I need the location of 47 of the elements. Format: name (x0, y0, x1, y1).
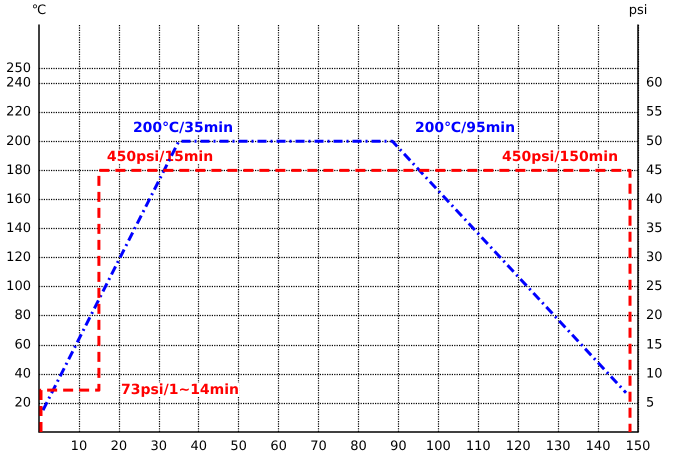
annotation: 73psi/1~14min (120, 382, 240, 398)
x-tick-label: 20 (110, 439, 128, 454)
y2-tick-label: 50 (646, 134, 663, 149)
x-tick-label: 120 (506, 439, 531, 454)
annotation: 200℃/95min (414, 120, 516, 136)
y2-tick-label: 40 (646, 192, 663, 207)
x-tick-label: 90 (390, 439, 407, 454)
y2-tick-label: 35 (646, 221, 663, 236)
x-tick-label: 30 (150, 439, 168, 454)
y2-tick-label: 60 (646, 76, 663, 91)
y-tick-label: 100 (6, 279, 31, 294)
y-tick-label: 200 (6, 134, 31, 149)
x-tick-label: 130 (546, 439, 571, 454)
y-axis-title: ℃ (32, 3, 46, 18)
y2-axis-title: psi (628, 3, 648, 18)
y2-tick-label: 10 (646, 366, 663, 382)
annotation: 200℃/35min (132, 120, 234, 136)
x-tick-label: 70 (310, 439, 327, 454)
y2-tick-label: 5 (646, 395, 654, 410)
y-tick-label: 20 (14, 395, 31, 410)
x-tick-label: 80 (350, 439, 367, 454)
y-tick-label: 240 (6, 76, 31, 91)
x-tick-label: 50 (230, 439, 247, 454)
y2-tick-label: 55 (646, 104, 663, 120)
annotation: 450psi/150min (502, 149, 618, 165)
y-tick-label: 220 (6, 104, 31, 120)
annotation: 450psi/15min (106, 149, 214, 165)
y-tick-label: 60 (14, 337, 31, 352)
y-tick-label: 120 (6, 250, 31, 266)
y2-tick-label: 15 (646, 337, 663, 352)
y-tick-label: 180 (6, 162, 31, 178)
y-tick-label: 160 (6, 192, 31, 207)
x-tick-label: 40 (190, 439, 208, 454)
x-tick-label: 100 (426, 439, 451, 454)
y-tick-label: 250 (6, 61, 31, 76)
y2-tick-label: 30 (646, 250, 663, 266)
y-tick-label: 40 (14, 366, 31, 382)
x-tick-label: 110 (466, 439, 491, 454)
y-tick-label: 140 (6, 221, 31, 236)
x-tick-label: 10 (70, 439, 88, 454)
y2-tick-label: 45 (646, 162, 663, 178)
x-tick-label: 60 (270, 439, 287, 454)
x-tick-label: 140 (586, 439, 610, 454)
x-tick-label: 150 (626, 439, 650, 454)
y2-tick-label: 20 (646, 308, 663, 324)
y-tick-label: 80 (14, 308, 31, 324)
y2-tick-label: 25 (646, 279, 663, 294)
